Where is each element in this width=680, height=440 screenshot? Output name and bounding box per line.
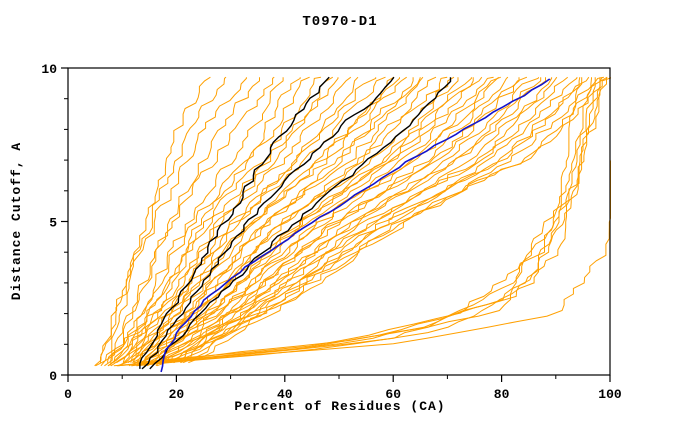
svg-text:10: 10 — [41, 62, 57, 77]
svg-text:40: 40 — [277, 387, 293, 402]
x-axis-label: Percent of Residues (CA) — [234, 399, 446, 414]
svg-text:0: 0 — [49, 369, 57, 384]
svg-text:80: 80 — [494, 387, 510, 402]
svg-text:5: 5 — [49, 216, 57, 231]
chart-title: T0970-D1 — [302, 14, 378, 30]
svg-text:0: 0 — [64, 387, 72, 402]
svg-text:20: 20 — [169, 387, 185, 402]
svg-text:60: 60 — [385, 387, 401, 402]
svg-text:100: 100 — [598, 387, 622, 402]
